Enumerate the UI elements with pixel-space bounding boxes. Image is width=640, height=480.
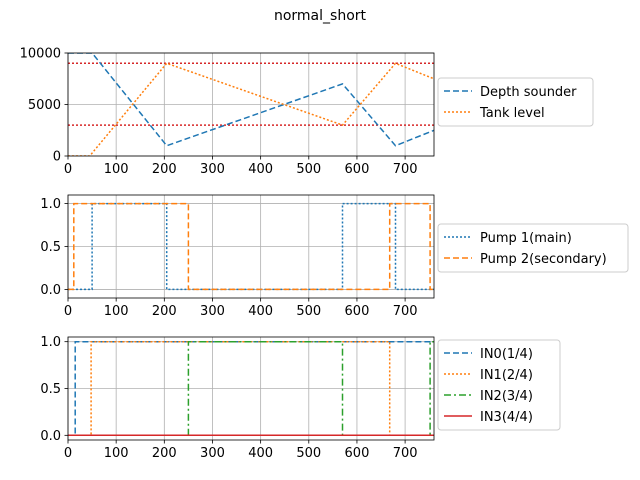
x-tick-label: 300 (200, 162, 225, 177)
legend-label: Pump 1(main) (480, 231, 572, 246)
subplot-3: 0 100 200 300 400 500 600 7000.00.51.0IN0(1/4)I… (40, 335, 561, 461)
y-tick-label: 0.5 (40, 382, 61, 397)
legend: Pump 1(main) Pump 2(secondary) (437, 223, 629, 273)
x-tick-label: 500 (296, 304, 321, 319)
x-tick-label: 700 (393, 304, 418, 319)
legend-label: IN1(2/4) (480, 368, 533, 383)
y-tick-label: 10000 (20, 47, 61, 62)
x-tick-label: 400 (248, 162, 273, 177)
x-tick-label: 0 (64, 446, 72, 461)
y-tick-label: 0.0 (40, 429, 61, 444)
x-tick-label: 0 (64, 162, 72, 177)
x-tick-label: 700 (393, 162, 418, 177)
series-line (68, 340, 434, 437)
legend-label: Tank level (479, 106, 545, 121)
x-tick-label: 500 (296, 162, 321, 177)
x-tick-label: 200 (152, 446, 177, 461)
x-tick-label: 600 (345, 162, 370, 177)
y-tick-label: 0 (53, 150, 61, 165)
series-line (68, 53, 434, 147)
x-tick-label: 700 (393, 446, 418, 461)
series-line (68, 62, 434, 156)
subplot-1: 0 100 200 300 400 500 600 700 0 5000 10000 Depth so… (20, 47, 594, 177)
series-line (68, 202, 434, 291)
legend-label: IN3(4/4) (480, 410, 533, 425)
x-tick-label: 600 (345, 446, 370, 461)
legend-label: IN0(1/4) (480, 347, 533, 362)
figure-title: normal_short (273, 8, 367, 24)
legend-box (437, 77, 594, 127)
legend: IN0(1/4) IN1(2/4) IN2(3/4) IN3(4/4) (437, 339, 561, 431)
legend-box (437, 223, 629, 273)
x-tick-label: 200 (152, 304, 177, 319)
legend: Depth sounder Tank level (437, 77, 594, 127)
x-tick-label: 100 (104, 446, 129, 461)
x-tick-label: 0 (64, 304, 72, 319)
x-tick-label: 200 (152, 162, 177, 177)
y-tick-label: 1.0 (40, 335, 61, 350)
x-tick-label: 100 (104, 162, 129, 177)
y-tick-label: 0.5 (40, 240, 61, 255)
legend-label: Depth sounder (480, 85, 577, 100)
x-tick-label: 400 (248, 446, 273, 461)
legend-box (437, 339, 561, 431)
subplot-2: 0 100 200 300 400 500 600 700 0.0 0.5 1.0 Pump 1(ma… (40, 194, 629, 319)
y-tick-label: 0.0 (40, 283, 61, 298)
x-tick-label: 500 (296, 446, 321, 461)
x-tick-label: 300 (200, 446, 225, 461)
x-tick-label: 100 (104, 304, 129, 319)
legend-label: Pump 2(secondary) (480, 252, 607, 267)
x-tick-label: 600 (345, 304, 370, 319)
y-tick-label: 5000 (28, 98, 61, 113)
y-tick-label: 1.0 (40, 197, 61, 212)
x-tick-label: 400 (248, 304, 273, 319)
legend-label: IN2(3/4) (480, 389, 533, 404)
x-tick-label: 300 (200, 304, 225, 319)
